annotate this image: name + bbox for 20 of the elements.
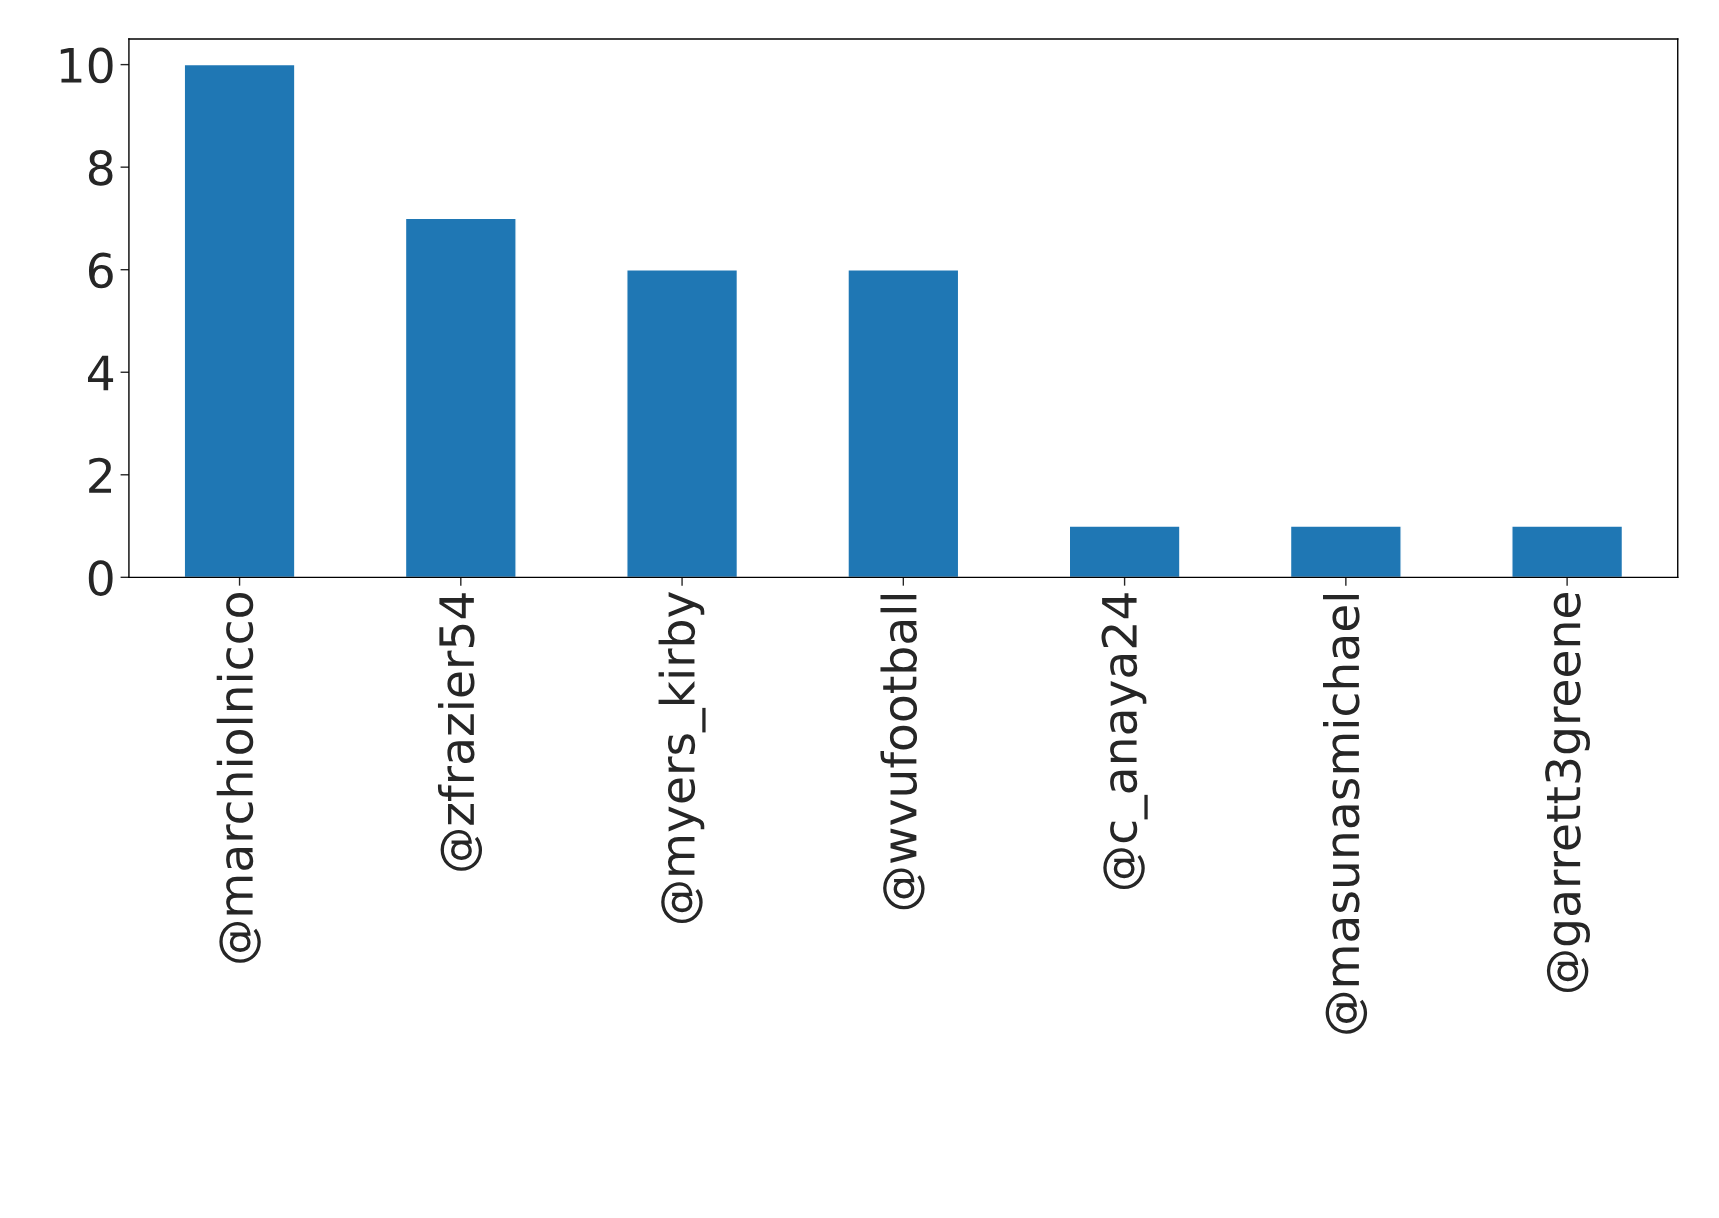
y-tick-label: 4 <box>87 355 114 391</box>
x-tick-label: @marchiolnicco <box>216 593 261 963</box>
bar <box>1068 525 1181 578</box>
x-tick-label: @myers_kirby <box>658 591 706 924</box>
bar <box>1511 525 1624 578</box>
bar <box>404 217 517 578</box>
y-tick-label: 0 <box>88 560 113 596</box>
x-tick-label: @garrett3greene <box>1545 593 1590 993</box>
y-tick-label: 6 <box>88 252 113 289</box>
x-tick-label: @masunasmichael <box>1323 594 1368 1034</box>
bar <box>1289 525 1402 578</box>
y-tick-label: 10 <box>60 47 113 84</box>
bar <box>183 63 296 578</box>
y-tick-label: 2 <box>89 457 111 493</box>
x-tick-label: @zfrazier54 <box>437 593 483 871</box>
x-tick-label: @c_anaya24 <box>1101 593 1148 889</box>
bar <box>626 269 739 578</box>
y-tick-label: 8 <box>88 150 113 186</box>
bar <box>847 269 960 578</box>
x-tick-label: @wvufootball <box>880 594 925 910</box>
